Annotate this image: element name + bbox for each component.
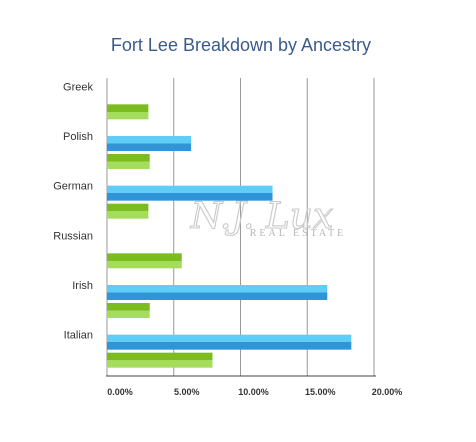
category-label-german: German [53,181,93,193]
category-label-russian: Russian [53,230,93,242]
bars [107,104,352,368]
watermark: N.J. Lux REAL ESTATE [189,195,347,239]
category-label-greek: Greek [63,81,93,93]
bar-german-series-2 [107,203,149,219]
watermark-logo-text: N.J. Lux [190,196,334,237]
bar-greek-series-2 [107,104,149,120]
bar-russian-series-2 [107,253,182,269]
x-tick-label-15-00: 15.00% [305,387,336,397]
category-label-irish: Irish [72,280,93,292]
category-label-polish: Polish [63,131,93,143]
x-tick-label-0-00: 0.00% [107,387,133,397]
watermark-sub-text: REAL ESTATE [250,228,347,239]
x-tick-label-5-00: 5.00% [174,387,200,397]
category-labels: Greek Polish German Russian Irish Italian [53,81,93,341]
gridlines [106,78,375,376]
x-tick-label-10-00: 10.00% [238,387,269,397]
x-tick-label-20-00: 20.00% [372,387,403,397]
bar-irish-series-1 [107,285,328,300]
bar-german-series-1 [107,185,273,201]
x-tick-labels: 0.00% 5.00% 10.00% 15.00% 20.00% [107,387,402,397]
bar-polish-series-2 [107,154,150,169]
category-label-italian: Italian [64,330,93,342]
bar-polish-series-1 [107,136,192,151]
chart-title: Fort Lee Breakdown by Ancestry [111,35,371,55]
bar-italian-series-1 [107,334,352,350]
bar-irish-series-2 [107,303,150,318]
bar-italian-series-2 [107,352,213,368]
